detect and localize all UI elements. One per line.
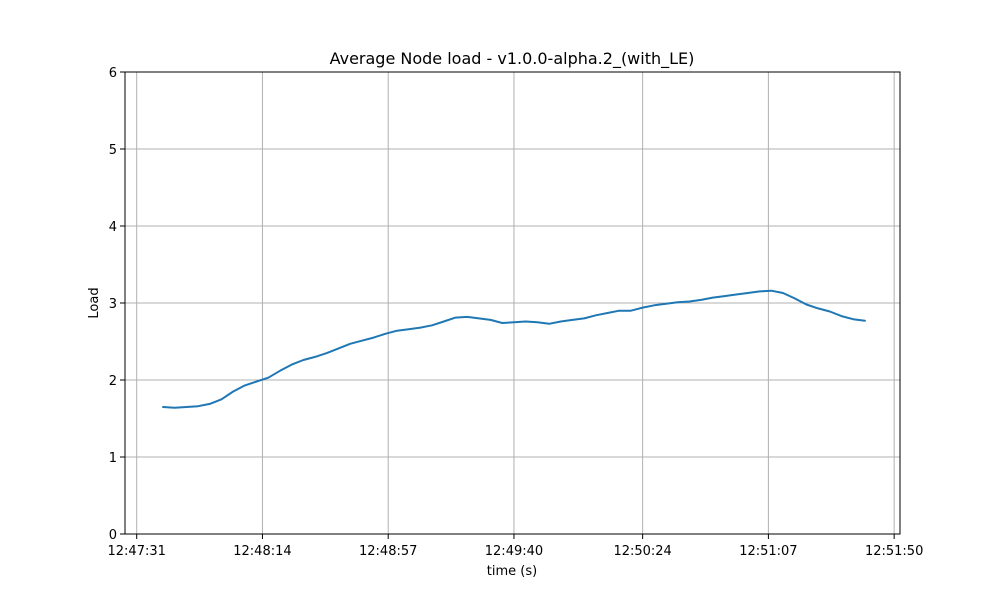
x-axis-ticks: 12:47:31 12:48:14 12:48:57 12:49:40 12:50:24… xyxy=(108,534,923,559)
series-line xyxy=(162,289,866,409)
y-tick-label: 1 xyxy=(109,451,117,466)
series-layer xyxy=(162,289,866,409)
y-axis-ticks: 0 1 2 3 4 5 6 xyxy=(109,66,125,543)
chart-title: Average Node load - v1.0.0-alpha.2_(with… xyxy=(330,49,695,69)
y-tick-label: 5 xyxy=(109,143,117,158)
x-tick-label: 12:50:24 xyxy=(613,544,671,559)
x-tick-label: 12:48:14 xyxy=(233,544,291,559)
y-tick-label: 4 xyxy=(109,220,117,235)
x-axis-label: time (s) xyxy=(487,564,537,579)
x-tick-label: 12:51:07 xyxy=(739,544,797,559)
x-tick-label: 12:51:50 xyxy=(865,544,923,559)
y-axis-label: Load xyxy=(87,287,102,318)
x-tick-label: 12:48:57 xyxy=(359,544,417,559)
x-tick-label: 12:49:40 xyxy=(485,544,543,559)
y-tick-label: 6 xyxy=(109,66,117,81)
x-tick-label: 12:47:31 xyxy=(108,544,166,559)
y-tick-label: 0 xyxy=(109,528,117,543)
grid-lines xyxy=(125,71,900,535)
y-tick-label: 3 xyxy=(109,297,117,312)
y-tick-label: 2 xyxy=(109,374,117,389)
